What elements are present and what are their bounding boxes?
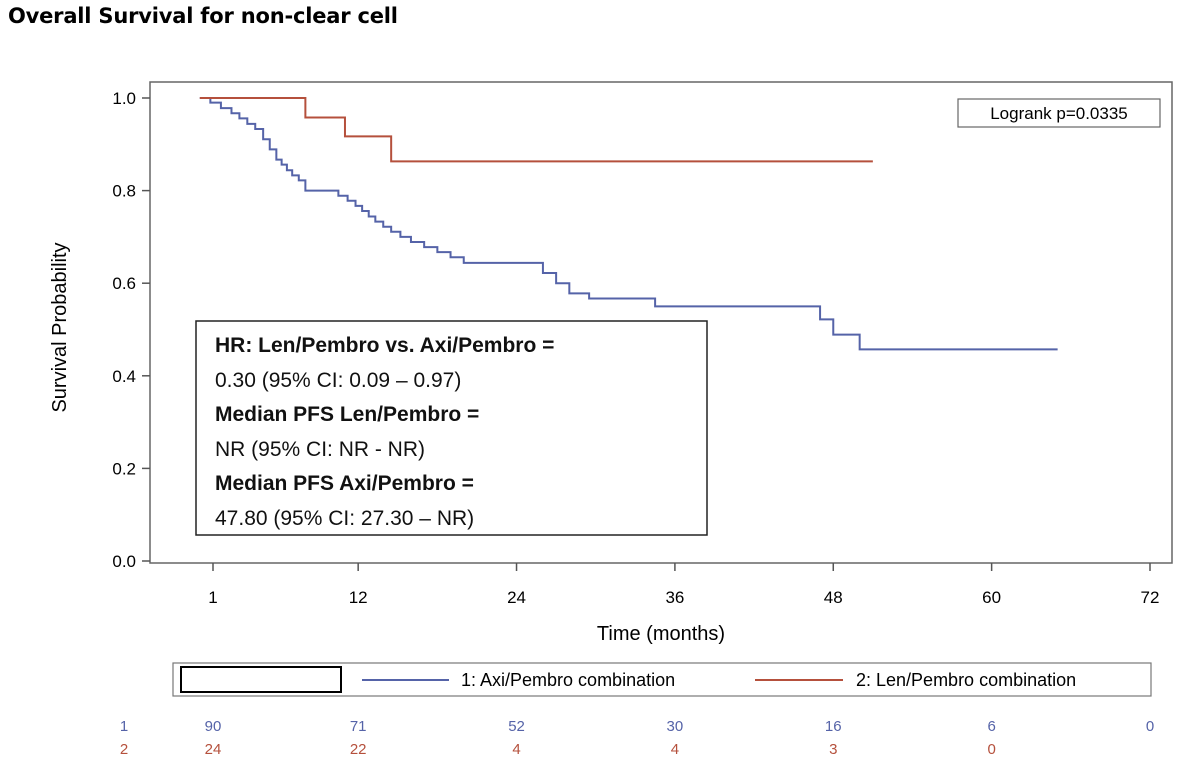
y-tick-label: 0.2: [112, 459, 136, 478]
risk-count: 16: [825, 718, 842, 735]
stats-line-1: HR: Len/Pembro vs. Axi/Pembro =: [215, 334, 554, 357]
stats-line-4: NR (95% CI: NR - NR): [215, 438, 425, 461]
y-tick-label: 0.8: [112, 182, 136, 201]
risk-row-label: 2: [120, 741, 128, 758]
risk-count: 30: [667, 718, 684, 735]
x-tick-label: 24: [507, 588, 526, 607]
legend-label-series-2: 2: Len/Pembro combination: [856, 670, 1076, 690]
y-tick-label: 0.4: [112, 367, 136, 386]
survival-curve-series-2: [199, 97, 873, 163]
risk-count: 4: [512, 741, 520, 758]
risk-count: 71: [350, 718, 367, 735]
stats-box: [195, 320, 708, 536]
stats-line-5: Median PFS Axi/Pembro =: [215, 472, 474, 495]
risk-count: 22: [350, 741, 367, 758]
risk-count: 4: [671, 741, 679, 758]
risk-count: 0: [1146, 718, 1154, 735]
y-tick-label: 1.0: [112, 89, 136, 108]
risk-count: 52: [508, 718, 525, 735]
risk-count: 6: [987, 718, 995, 735]
x-tick-label: 12: [349, 588, 368, 607]
risk-row-label: 1: [120, 718, 128, 735]
x-tick-label: 60: [982, 588, 1001, 607]
risk-count: 24: [205, 741, 222, 758]
logrank-text: Logrank p=0.0335: [990, 104, 1128, 123]
page-title: Overall Survival for non-clear cell: [8, 4, 398, 28]
legend-label-series-1: 1: Axi/Pembro combination: [461, 670, 675, 690]
stats-line-3: Median PFS Len/Pembro =: [215, 403, 479, 426]
x-tick-label: 48: [824, 588, 843, 607]
x-tick-label: 1: [208, 588, 217, 607]
logrank-box: [957, 98, 1161, 128]
y-tick-label: 0.0: [112, 552, 136, 571]
x-axis-title: Time (months): [597, 623, 725, 645]
x-tick-label: 72: [1141, 588, 1160, 607]
y-axis-title: Survival Probability: [49, 242, 71, 412]
legend-empty-swatch: [180, 666, 342, 693]
risk-count: 0: [987, 741, 995, 758]
plot-frame: [149, 81, 1173, 564]
risk-count: 90: [205, 718, 222, 735]
survival-curve-series-1: [199, 97, 1058, 351]
stats-line-2: 0.30 (95% CI: 0.09 – 0.97): [215, 369, 461, 392]
x-tick-label: 36: [665, 588, 684, 607]
risk-count: 3: [829, 741, 837, 758]
stats-line-6: 47.80 (95% CI: 27.30 – NR): [215, 507, 474, 530]
y-tick-label: 0.6: [112, 274, 136, 293]
